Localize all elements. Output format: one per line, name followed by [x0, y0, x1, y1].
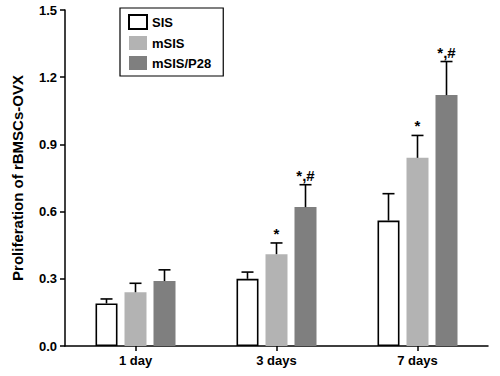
svg-text:*: *	[274, 225, 280, 242]
svg-text:7 days: 7 days	[397, 353, 437, 368]
svg-text:3 days: 3 days	[256, 353, 296, 368]
svg-text:1.2: 1.2	[39, 70, 57, 85]
svg-text:Proliferation of rBMSCs-OVX: Proliferation of rBMSCs-OVX	[9, 75, 26, 281]
svg-text:0.0: 0.0	[39, 339, 57, 354]
svg-text:1.5: 1.5	[39, 3, 57, 18]
svg-text:mSIS/P28: mSIS/P28	[152, 56, 211, 71]
svg-text:mSIS: mSIS	[152, 36, 185, 51]
svg-text:0.6: 0.6	[39, 204, 57, 219]
svg-text:*,#: *,#	[437, 44, 456, 61]
svg-text:*,#: *,#	[296, 167, 315, 184]
svg-text:*: *	[415, 117, 421, 134]
svg-text:SIS: SIS	[152, 15, 173, 30]
svg-text:0.9: 0.9	[39, 137, 57, 152]
svg-text:0.3: 0.3	[39, 271, 57, 286]
svg-text:1 day: 1 day	[119, 353, 153, 368]
